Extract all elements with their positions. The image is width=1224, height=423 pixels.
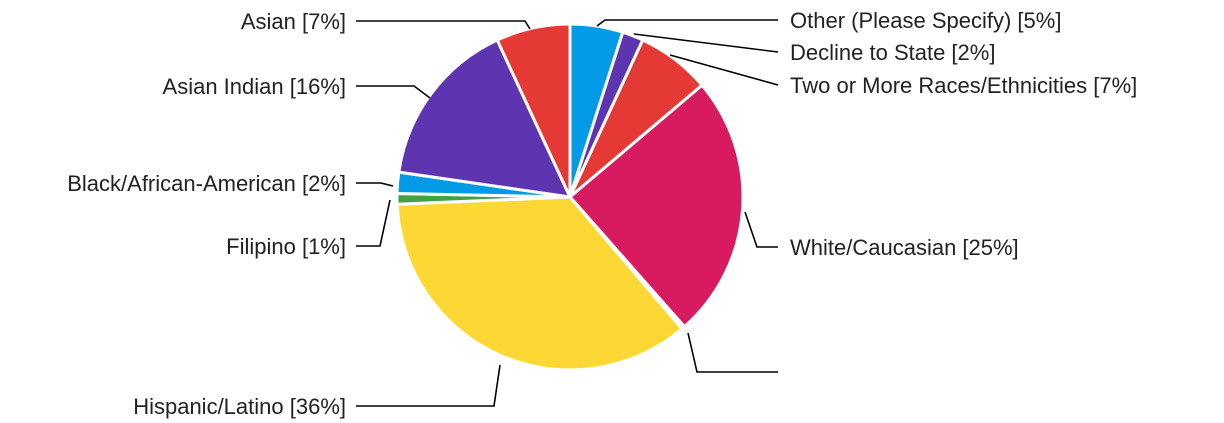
slice-label-asian: Asian [7%] xyxy=(241,9,346,34)
slice-label-white: White/Caucasian [25%] xyxy=(790,235,1019,260)
leader-line-unlabeled xyxy=(687,332,778,373)
leader-line-filipino xyxy=(356,199,391,247)
slice-label-asian-indian: Asian Indian [16%] xyxy=(163,74,346,99)
leader-line-hispanic xyxy=(356,364,501,407)
leader-line-other xyxy=(596,19,778,27)
leader-line-decline xyxy=(633,33,779,53)
slice-label-decline: Decline to State [2%] xyxy=(790,40,995,65)
pie-slices xyxy=(395,22,745,372)
pie-slice-asian xyxy=(495,22,572,199)
leader-line-asian-indian xyxy=(356,85,431,99)
slice-labels: Other (Please Specify) [5%] Decline to S… xyxy=(67,8,1137,419)
leader-line-white xyxy=(744,211,778,248)
slice-label-other: Other (Please Specify) [5%] xyxy=(790,8,1061,33)
leader-lines xyxy=(356,19,779,407)
pie-slice-asian-indian xyxy=(397,38,572,199)
leader-line-two-or-more xyxy=(669,54,779,86)
slice-label-hispanic: Hispanic/Latino [36%] xyxy=(133,394,346,419)
leader-line-asian xyxy=(356,20,531,30)
pie-slice-hispanic-latino xyxy=(395,195,684,372)
pie-slice-white-caucasian xyxy=(568,83,745,329)
leader-line-black xyxy=(356,182,394,187)
slice-label-black: Black/African-American [2%] xyxy=(67,171,346,196)
slice-label-filipino: Filipino [1%] xyxy=(226,234,346,259)
slice-label-two-or-more: Two or More Races/Ethnicities [7%] xyxy=(790,73,1137,98)
